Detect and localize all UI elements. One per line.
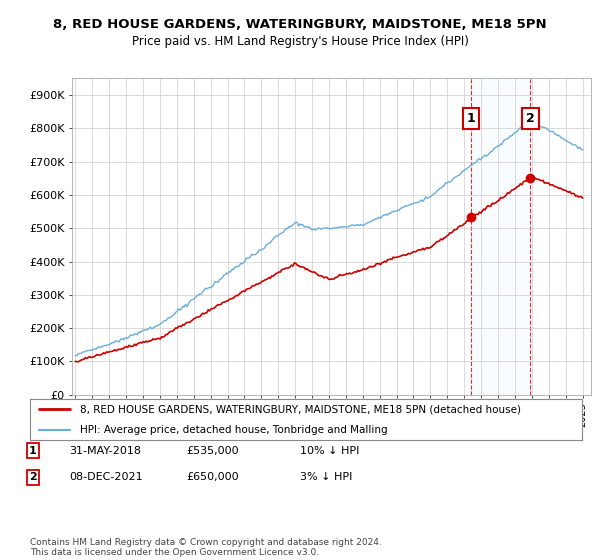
Text: 1: 1 <box>467 112 476 125</box>
Text: 8, RED HOUSE GARDENS, WATERINGBURY, MAIDSTONE, ME18 5PN (detached house): 8, RED HOUSE GARDENS, WATERINGBURY, MAID… <box>80 404 521 414</box>
Text: Price paid vs. HM Land Registry's House Price Index (HPI): Price paid vs. HM Land Registry's House … <box>131 35 469 48</box>
Text: 3% ↓ HPI: 3% ↓ HPI <box>300 472 352 482</box>
Text: 8, RED HOUSE GARDENS, WATERINGBURY, MAIDSTONE, ME18 5PN: 8, RED HOUSE GARDENS, WATERINGBURY, MAID… <box>53 17 547 31</box>
Bar <box>472 78 530 395</box>
Text: Contains HM Land Registry data © Crown copyright and database right 2024.
This d: Contains HM Land Registry data © Crown c… <box>30 538 382 557</box>
Text: £535,000: £535,000 <box>186 446 239 456</box>
Text: 2: 2 <box>29 472 37 482</box>
Text: 1: 1 <box>29 446 37 456</box>
Text: HPI: Average price, detached house, Tonbridge and Malling: HPI: Average price, detached house, Tonb… <box>80 424 388 435</box>
Text: £650,000: £650,000 <box>186 472 239 482</box>
Text: 2: 2 <box>526 112 535 125</box>
Text: 08-DEC-2021: 08-DEC-2021 <box>69 472 143 482</box>
Text: 10% ↓ HPI: 10% ↓ HPI <box>300 446 359 456</box>
Text: 31-MAY-2018: 31-MAY-2018 <box>69 446 141 456</box>
